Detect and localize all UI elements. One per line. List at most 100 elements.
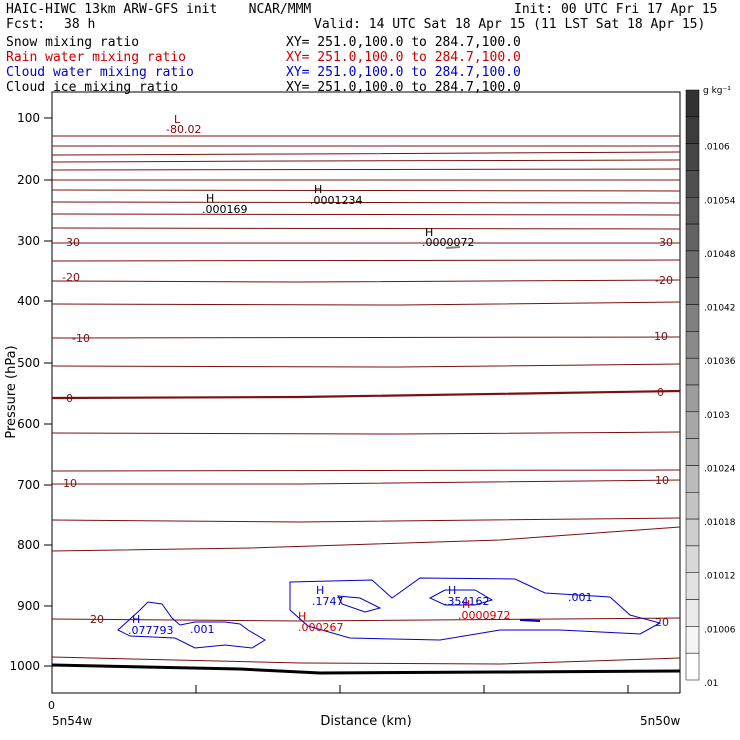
colorbar-swatch	[685, 357, 700, 386]
field-xy-rain: XY= 251.0,100.0 to 284.7,100.0	[286, 50, 521, 65]
y-tick-labels: 100 200 300 400 500 600 700 800 900 1000	[9, 111, 40, 673]
colorbar-swatch	[685, 143, 700, 171]
cloud-contour-label: .001	[568, 591, 593, 604]
colorbar-label: .01048	[704, 250, 736, 260]
isotherm	[51, 469, 681, 472]
forecast-hour: 38 h	[64, 17, 96, 32]
cloud-contour-label: .001	[190, 623, 215, 636]
field-xy-cloud-water: XY= 251.0,100.0 to 284.7,100.0	[286, 65, 521, 80]
colorbar-label: .01054	[704, 196, 736, 206]
colorbar-swatch	[685, 223, 700, 252]
isotherm	[51, 656, 681, 665]
cloud-water-contours	[117, 577, 662, 649]
init-time: Init: 00 UTC Fri 17 Apr 15	[514, 2, 718, 17]
isotherm	[51, 526, 681, 552]
y-tick-label: 1000	[9, 659, 40, 673]
isotherm	[51, 336, 681, 339]
temp-label-right: 0	[657, 386, 664, 399]
isotherm	[51, 213, 681, 216]
temp-label-left: 10	[63, 477, 77, 490]
temp-label-right: 20	[655, 616, 669, 629]
colorbar-label: .0103	[704, 411, 730, 421]
colorbar-swatch	[685, 572, 700, 600]
field-name-rain: Rain water mixing ratio	[6, 50, 187, 65]
temp-label-right: -10	[650, 330, 668, 343]
y-tick-label: 800	[17, 538, 40, 552]
isotherm	[52, 479, 681, 485]
isotherm	[51, 159, 681, 163]
y-tick-label: 400	[17, 294, 40, 308]
colorbar-swatch	[685, 599, 700, 627]
colorbar-swatch	[685, 89, 700, 118]
colorbar-label: .01042	[704, 304, 736, 314]
colorbar-swatch	[685, 116, 700, 144]
field-xy-cloud-ice: XY= 251.0,100.0 to 284.7,100.0	[286, 80, 521, 95]
colorbar-label: .01036	[704, 357, 736, 367]
x-right-location: 5n50w	[640, 714, 681, 728]
ground-surface	[51, 663, 681, 675]
y-tick-label: 100	[17, 111, 40, 125]
colorbar-unit: g kg⁻¹	[703, 86, 731, 96]
x-zero-label: 0	[48, 699, 55, 712]
colorbar-swatch	[685, 492, 700, 520]
y-tick-label: 300	[17, 234, 40, 248]
y-tick-label: 500	[17, 356, 40, 370]
y-axis-label: Pressure (hPa)	[4, 345, 19, 438]
colorbar-swatch	[685, 411, 700, 439]
colorbar-swatch	[685, 465, 700, 493]
rain-contour	[519, 619, 541, 622]
extremum-value: .1747	[312, 595, 344, 608]
temperature-contours	[51, 135, 681, 665]
cloud-contour	[289, 577, 662, 641]
extremum-type: H	[314, 183, 322, 196]
plot-title: HAIC-HIWC 13km ARW-GFS init NCAR/MMM	[6, 2, 312, 17]
x-left-location: 5n54w	[52, 714, 93, 728]
plot-frame	[51, 91, 681, 694]
extremum-value: .000267	[298, 621, 344, 634]
y-tick-label: 700	[17, 478, 40, 492]
extremum-value: .0000072	[422, 236, 475, 249]
extremum-value: .000169	[202, 203, 248, 216]
extremum-type: H	[448, 584, 456, 597]
colorbar-label: .01018	[704, 518, 736, 528]
extremum-value: .0001234	[310, 194, 363, 207]
isotherm-zero	[51, 389, 681, 400]
ice-contour	[445, 246, 461, 249]
colorbar: .0106 .01054 .01048 .01042 .01036 .0103 .01024…	[685, 89, 736, 689]
valid-time: Valid: 14 UTC Sat 18 Apr 15 (11 LST Sat …	[314, 17, 706, 32]
temperature-labels: -30 -30 -20 -20 -10 -10 0 0 10 10 20 20	[62, 236, 673, 629]
colorbar-swatch	[685, 250, 700, 278]
colorbar-swatch	[685, 626, 700, 654]
isotherm	[51, 617, 681, 622]
isotherm	[51, 301, 681, 306]
cloud-contour	[428, 589, 494, 606]
colorbar-swatch	[685, 518, 700, 547]
y-tick-label: 600	[17, 417, 40, 431]
cloud-contour	[337, 595, 382, 613]
temp-label-right: -30	[655, 236, 673, 249]
isotherm	[51, 259, 681, 262]
temp-label-left: -10	[72, 332, 90, 345]
field-name-cloud-water: Cloud water mixing ratio	[6, 65, 194, 80]
extremum-type: H	[206, 192, 214, 205]
extremum-value: .354162	[444, 595, 490, 608]
isotherm	[51, 517, 681, 523]
colorbar-swatch	[685, 331, 700, 359]
colorbar-swatch	[685, 652, 700, 681]
colorbar-label: .01006	[704, 625, 736, 635]
isotherm	[51, 363, 681, 368]
isotherm	[51, 431, 681, 435]
temp-label-right: -20	[655, 274, 673, 287]
field-xy-snow: XY= 251.0,100.0 to 284.7,100.0	[286, 35, 521, 50]
cloud-contour	[117, 601, 266, 649]
temp-label-left: 20	[90, 613, 104, 626]
colorbar-label: .01012	[704, 572, 736, 582]
extremum-type: H	[462, 598, 470, 611]
extrema: L -80.02 H .000169 H .0001234 H .0000072…	[128, 113, 511, 637]
field-name-cloud-ice: Cloud ice mixing ratio	[6, 80, 179, 95]
temp-label-right: 10	[655, 474, 669, 487]
isotherm	[51, 227, 681, 230]
extremum-value: .077793	[128, 624, 174, 637]
extremum-type: H	[298, 610, 306, 623]
